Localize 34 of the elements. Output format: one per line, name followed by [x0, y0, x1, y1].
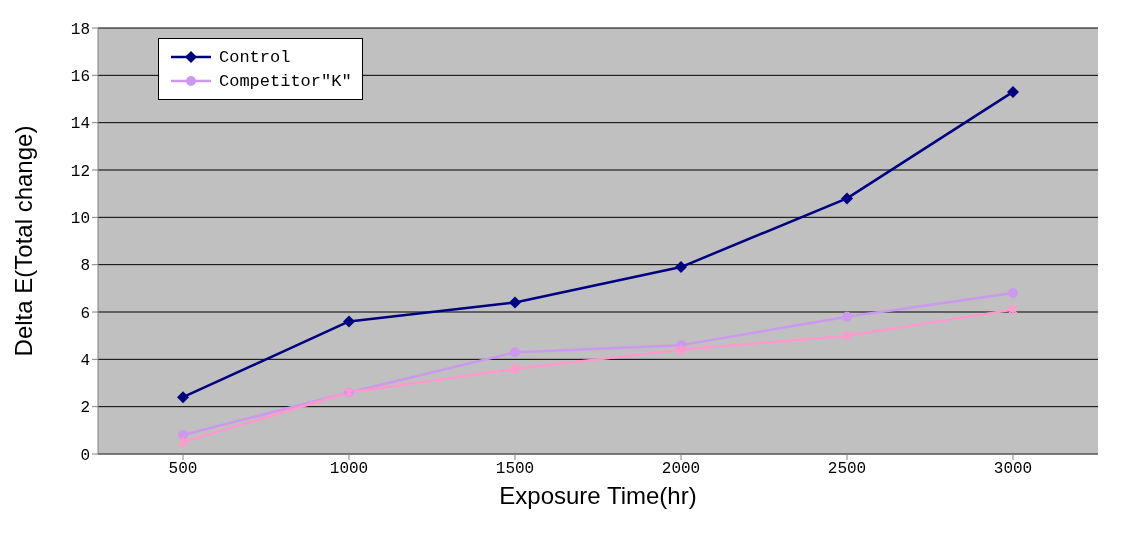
y-tick-label: 16 [70, 68, 90, 87]
y-tick-label: 6 [80, 304, 90, 323]
y-tick-label: 14 [70, 115, 90, 134]
point [1008, 303, 1018, 316]
y-tick-label: 12 [70, 162, 90, 181]
x-tick-label: 1500 [495, 460, 535, 479]
point [841, 192, 853, 205]
point [343, 315, 355, 328]
point [676, 343, 686, 356]
point [178, 436, 188, 449]
x-tick-label: 2500 [827, 460, 867, 479]
legend-label: Competitor"K" [219, 71, 352, 91]
point [509, 296, 521, 309]
y-axis-title: Delta E(Total change) [9, 125, 37, 357]
y-tick-label: 18 [70, 20, 90, 39]
x-tick-label: 2000 [661, 460, 701, 479]
point [1008, 288, 1018, 299]
y-tick-label: 10 [70, 210, 90, 229]
point [510, 362, 520, 375]
x-tick-label: 1000 [329, 460, 369, 479]
y-tick-label: 8 [80, 257, 90, 276]
point [842, 311, 852, 322]
point [675, 261, 687, 274]
point [510, 347, 520, 358]
x-axis-title: Exposure Time(hr) [499, 482, 697, 509]
x-tick-label: 500 [168, 460, 198, 479]
point [177, 391, 189, 404]
y-tick-label: 2 [80, 399, 90, 418]
x-tick-label: 3000 [993, 460, 1033, 479]
legend-label: Control [219, 47, 291, 67]
point [1007, 85, 1019, 98]
y-tick-label: 0 [80, 446, 90, 465]
y-tick-label: 4 [80, 352, 90, 371]
point [842, 329, 852, 342]
